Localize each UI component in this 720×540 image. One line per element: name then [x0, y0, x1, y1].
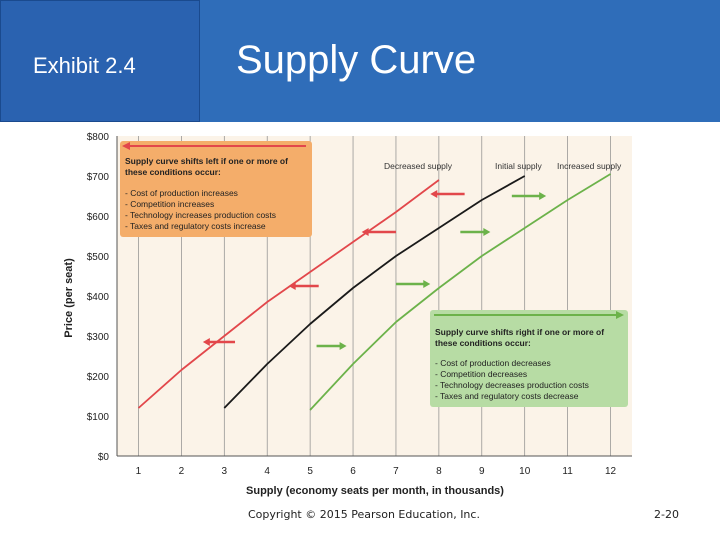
series-label-decreased-supply: Decreased supply — [384, 161, 453, 171]
page-number: 2-20 — [654, 508, 679, 521]
y-tick-label-5: $500 — [87, 252, 110, 263]
right-shift-arrow-4-head — [539, 192, 547, 200]
right-callout-item-4: - Taxes and regulatory costs decrease — [435, 391, 579, 401]
right-callout-item-1: - Cost of production decreases — [435, 358, 551, 368]
x-tick-label-4: 4 — [264, 466, 270, 477]
right-callout-item-2: - Competition decreases — [435, 369, 527, 379]
y-tick-label-0: $0 — [98, 452, 110, 463]
x-tick-label-3: 3 — [222, 466, 228, 477]
exhibit-label: Exhibit 2.4 — [33, 53, 136, 78]
right-shift-arrow-1-head — [339, 342, 347, 350]
x-axis-label: Supply (economy seats per month, in thou… — [246, 485, 504, 497]
y-tick-label-8: $800 — [87, 132, 110, 143]
left-shift-arrow-1-head — [202, 338, 210, 346]
series-curves — [137, 173, 611, 411]
right-callout-arrowhead — [616, 311, 624, 319]
x-tick-label-1: 1 — [136, 466, 142, 477]
x-tick-label-12: 12 — [605, 466, 617, 477]
y-tick-label-4: $400 — [87, 292, 110, 303]
title-bar: Supply Curve — [200, 0, 720, 122]
curve-increased-supply — [309, 173, 611, 411]
y-tick-label-7: $700 — [87, 172, 110, 183]
left-shift-arrow-2 — [288, 282, 319, 290]
series-label-increased-supply: Increased supply — [557, 161, 622, 171]
x-tick-label-11: 11 — [562, 466, 573, 477]
copyright-text: Copyright © 2015 Pearson Education, Inc. — [248, 508, 480, 521]
right-callout-item-3: - Technology decreases production costs — [435, 380, 589, 390]
left-shift-arrow-3 — [361, 228, 396, 236]
x-axis: 1 2 3 4 5 6 7 8 9 10 11 12 — [117, 455, 632, 477]
shift-arrows — [202, 190, 547, 350]
left-shift-callout: Supply curve shifts left if one or more … — [120, 141, 312, 237]
y-axis-label: Price (per seat) — [63, 258, 75, 338]
curve-initial-supply — [223, 175, 526, 409]
x-tick-label-5: 5 — [307, 466, 313, 477]
series-label-initial-supply: Initial supply — [495, 161, 543, 171]
left-shift-arrow-3-head — [361, 228, 369, 236]
left-callout-item-4: - Taxes and regulatory costs increase — [125, 221, 266, 231]
left-callout-heading-1: Supply curve shifts left if one or more … — [125, 156, 288, 166]
left-callout-item-1: - Cost of production increases — [125, 188, 238, 198]
right-callout-heading-1: Supply curve shifts right if one or more… — [435, 327, 604, 337]
y-tick-label-1: $100 — [87, 412, 110, 423]
y-axis: $0 $100 $200 $300 $400 $500 $600 $700 $800 — [87, 132, 118, 463]
right-shift-arrow-4 — [511, 192, 547, 200]
right-shift-arrow-3-head — [483, 228, 491, 236]
left-shift-arrow-1 — [202, 338, 236, 346]
left-shift-arrow-4 — [430, 190, 465, 198]
x-tick-label-6: 6 — [350, 466, 356, 477]
x-tick-label-10: 10 — [519, 466, 531, 477]
x-tick-label-2: 2 — [179, 466, 185, 477]
y-tick-label-6: $600 — [87, 212, 110, 223]
right-shift-callout: Supply curve shifts right if one or more… — [430, 310, 628, 407]
right-callout-heading-2: these conditions occur: — [435, 338, 531, 348]
y-tick-label-3: $300 — [87, 332, 110, 343]
exhibit-label-box: Exhibit 2.4 — [0, 0, 200, 122]
right-callout-box — [430, 310, 628, 407]
left-callout-item-3: - Technology increases production costs — [125, 210, 276, 220]
x-tick-label-8: 8 — [436, 466, 442, 477]
page-title: Supply Curve — [236, 38, 477, 82]
left-callout-item-2: - Competition increases — [125, 199, 214, 209]
right-shift-arrow-2-head — [423, 280, 431, 288]
right-shift-arrow-1 — [316, 342, 347, 350]
left-callout-arrowhead — [122, 142, 130, 150]
left-shift-arrow-4-head — [430, 190, 438, 198]
series-labels: Decreased supply Initial supply Increased … — [384, 161, 622, 171]
curve-decreased-supply — [137, 179, 440, 409]
right-shift-arrow-2 — [395, 280, 431, 288]
left-callout-box — [120, 141, 312, 237]
x-tick-label-9: 9 — [479, 466, 485, 477]
y-tick-label-2: $200 — [87, 372, 110, 383]
left-callout-heading-2: these conditions occur: — [125, 167, 221, 177]
left-shift-arrow-2-head — [288, 282, 296, 290]
right-shift-arrow-3 — [460, 228, 491, 236]
x-tick-label-7: 7 — [393, 466, 399, 477]
